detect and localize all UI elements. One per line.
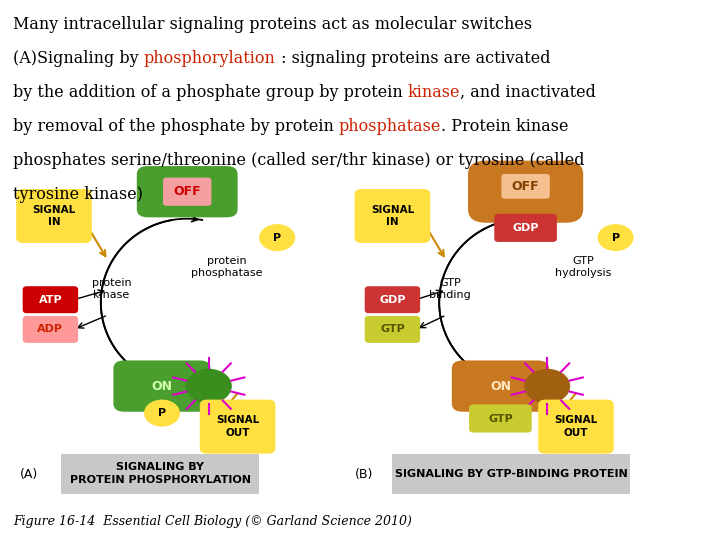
Text: GTP
hydrolysis: GTP hydrolysis — [555, 256, 611, 278]
Text: phosphates serine/threonine (called ser/thr kinase) or tyrosine (called: phosphates serine/threonine (called ser/… — [13, 152, 585, 169]
FancyBboxPatch shape — [23, 316, 78, 343]
FancyBboxPatch shape — [16, 189, 92, 243]
FancyBboxPatch shape — [452, 361, 549, 412]
Text: GDP: GDP — [379, 295, 405, 305]
FancyBboxPatch shape — [365, 286, 420, 313]
Text: SIGNAL
IN: SIGNAL IN — [371, 205, 414, 227]
FancyBboxPatch shape — [355, 189, 431, 243]
Text: phosphorylation: phosphorylation — [144, 50, 276, 67]
Circle shape — [598, 224, 634, 251]
Text: Figure 16-14  Essential Cell Biology (© Garland Science 2010): Figure 16-14 Essential Cell Biology (© G… — [13, 515, 412, 528]
FancyBboxPatch shape — [137, 166, 238, 217]
FancyBboxPatch shape — [200, 400, 276, 454]
Text: ON: ON — [151, 380, 173, 393]
Text: protein
kinase: protein kinase — [91, 278, 132, 300]
Text: SIGNALING BY GTP-BINDING PROTEIN: SIGNALING BY GTP-BINDING PROTEIN — [395, 469, 628, 479]
Text: OFF: OFF — [512, 180, 539, 193]
Circle shape — [259, 224, 295, 251]
Text: GTP: GTP — [488, 414, 513, 423]
Text: ADP: ADP — [37, 325, 63, 334]
Circle shape — [524, 369, 570, 403]
Text: (A)Signaling by: (A)Signaling by — [13, 50, 144, 67]
Text: Many intracellular signaling proteins act as molecular switches: Many intracellular signaling proteins ac… — [13, 16, 532, 33]
FancyBboxPatch shape — [114, 361, 211, 412]
Text: protein
phosphatase: protein phosphatase — [191, 256, 263, 278]
Text: tyrosine kinase): tyrosine kinase) — [13, 186, 143, 203]
Text: ON: ON — [490, 380, 511, 393]
FancyBboxPatch shape — [501, 174, 550, 199]
Text: SIGNAL
IN: SIGNAL IN — [32, 205, 76, 227]
Text: kinase: kinase — [408, 84, 460, 101]
FancyBboxPatch shape — [468, 160, 583, 222]
FancyBboxPatch shape — [163, 178, 212, 206]
Text: P: P — [611, 233, 620, 242]
Text: by removal of the phosphate by protein: by removal of the phosphate by protein — [13, 118, 339, 135]
Text: SIGNAL
OUT: SIGNAL OUT — [554, 415, 598, 438]
Text: phosphatase: phosphatase — [339, 118, 441, 135]
FancyBboxPatch shape — [469, 404, 531, 433]
FancyBboxPatch shape — [539, 400, 614, 454]
FancyBboxPatch shape — [23, 286, 78, 313]
Text: P: P — [158, 408, 166, 418]
FancyBboxPatch shape — [494, 214, 557, 242]
Text: : signaling proteins are activated: : signaling proteins are activated — [276, 50, 550, 67]
Text: (B): (B) — [354, 468, 373, 481]
Text: (A): (A) — [19, 468, 38, 481]
FancyBboxPatch shape — [392, 454, 630, 494]
Text: ATP: ATP — [39, 295, 62, 305]
Text: SIGNAL
OUT: SIGNAL OUT — [216, 415, 259, 438]
Text: GTP: GTP — [380, 325, 405, 334]
Text: GTP
binding: GTP binding — [429, 278, 471, 300]
Circle shape — [144, 400, 180, 427]
Text: P: P — [273, 233, 282, 242]
Text: , and inactivated: , and inactivated — [460, 84, 596, 101]
Text: OFF: OFF — [174, 185, 201, 198]
Circle shape — [186, 369, 232, 403]
FancyBboxPatch shape — [61, 454, 259, 494]
FancyBboxPatch shape — [365, 316, 420, 343]
Text: by the addition of a phosphate group by protein: by the addition of a phosphate group by … — [13, 84, 408, 101]
Text: . Protein kinase: . Protein kinase — [441, 118, 569, 135]
Text: GDP: GDP — [513, 223, 539, 233]
Text: SIGNALING BY
PROTEIN PHOSPHORYLATION: SIGNALING BY PROTEIN PHOSPHORYLATION — [70, 462, 251, 485]
